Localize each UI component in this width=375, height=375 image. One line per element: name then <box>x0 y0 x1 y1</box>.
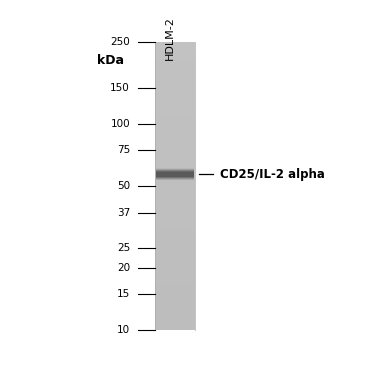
Text: 75: 75 <box>117 145 130 155</box>
Bar <box>156 168 194 180</box>
Text: 50: 50 <box>117 181 130 191</box>
Text: kDa: kDa <box>96 54 123 66</box>
Text: 20: 20 <box>117 263 130 273</box>
Text: 250: 250 <box>110 37 130 47</box>
Text: 15: 15 <box>117 289 130 299</box>
Text: 37: 37 <box>117 208 130 218</box>
Text: HDLM-2: HDLM-2 <box>165 16 175 60</box>
Text: 10: 10 <box>117 325 130 335</box>
Text: CD25/IL-2 alpha: CD25/IL-2 alpha <box>220 168 325 181</box>
Text: 150: 150 <box>110 83 130 93</box>
Text: 100: 100 <box>110 119 130 129</box>
Text: 25: 25 <box>117 243 130 253</box>
